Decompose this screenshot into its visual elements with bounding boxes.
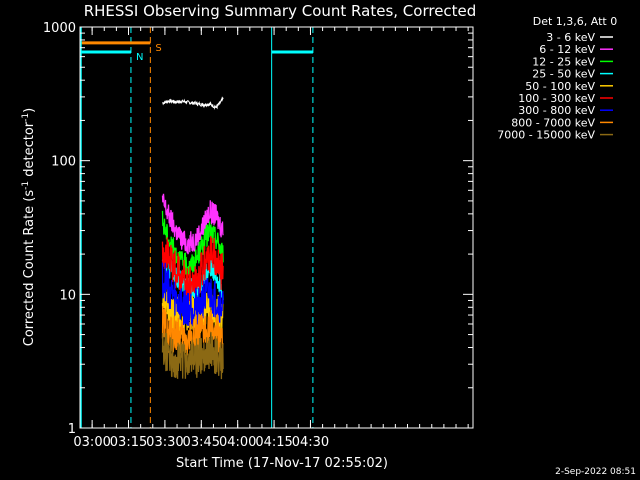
legend-label: 12 - 25 keV: [532, 55, 595, 68]
x-tick-label: 04:15: [255, 435, 292, 450]
y-tick-label: 1000: [43, 21, 76, 36]
series-layer: [161, 96, 224, 380]
y-axis-label-part: Corrected Count Rate (s: [22, 190, 37, 347]
series-line: [162, 96, 224, 111]
marker-label: N: [136, 52, 143, 63]
series-6-12-kev: [161, 193, 224, 255]
legend-label: 800 - 7000 keV: [511, 116, 595, 129]
x-tick-label: 04:00: [219, 435, 256, 450]
x-tick-label: 03:45: [183, 435, 220, 450]
x-tick-label: 03:30: [146, 435, 183, 450]
marker-label: S: [155, 43, 161, 54]
legend-label: 7000 - 15000 keV: [497, 129, 595, 142]
y-axis-label-part: ): [22, 108, 37, 113]
y-axis-label-superscript: -1: [21, 181, 31, 190]
legend-header: Det 1,3,6, Att 0: [533, 15, 617, 28]
legend-label: 300 - 800 keV: [518, 104, 595, 117]
legend-label: 6 - 12 keV: [539, 43, 595, 56]
series-7000-15000-kev: [161, 332, 224, 380]
x-tick-label: 03:15: [110, 435, 147, 450]
legend-label: 25 - 50 keV: [532, 68, 595, 81]
chart-title: RHESSI Observing Summary Count Rates, Co…: [84, 2, 477, 20]
legend-label: 3 - 6 keV: [546, 31, 595, 44]
observing-markers: NS: [80, 27, 314, 428]
series-3-6-kev: [162, 96, 224, 111]
legend-label: 50 - 100 keV: [525, 80, 595, 93]
series-line: [161, 235, 224, 303]
x-tick-label: 04:30: [292, 435, 329, 450]
y-axis-label-superscript: -1: [21, 113, 31, 122]
x-axis-label: Start Time (17-Nov-17 02:55:02): [176, 456, 388, 471]
y-tick-label: 10: [59, 288, 76, 303]
timestamp: 2-Sep-2022 08:51: [555, 467, 636, 477]
legend-label: 100 - 300 keV: [518, 92, 595, 105]
y-tick-label: 100: [51, 155, 76, 170]
series-line: [161, 332, 224, 380]
series-300-800-kev: [161, 262, 224, 327]
y-axis-label-part: detector: [22, 121, 37, 181]
plot-frame: [79, 26, 474, 429]
x-tick-label: 03:00: [73, 435, 110, 450]
y-axis-label: Corrected Count Rate (s-1 detector-1): [21, 108, 37, 346]
y-tick-label: 1: [68, 422, 76, 437]
series-line: [161, 262, 224, 327]
series-100-300-kev: [161, 235, 224, 303]
series-line: [161, 193, 224, 255]
